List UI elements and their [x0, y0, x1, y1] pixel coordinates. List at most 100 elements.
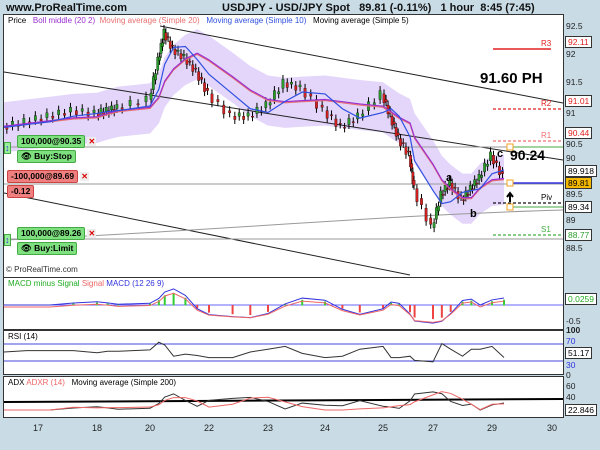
macd-bar: [172, 292, 175, 306]
order-buy-stop-action[interactable]: 👁 Buy:Stop: [17, 150, 76, 163]
candle: [222, 104, 226, 115]
candle: [437, 205, 440, 212]
last-price: 89.81 (-0.11%): [359, 2, 432, 14]
adxr-line: [4, 391, 505, 411]
candle: [80, 108, 84, 112]
candle: [477, 174, 481, 181]
candle: [492, 155, 495, 165]
order-label: -100,000@89.69: [11, 171, 75, 181]
trend-line: [3, 71, 564, 161]
x-tick: 20: [145, 423, 156, 433]
x-tick: 18: [92, 423, 103, 433]
candle: [173, 49, 177, 55]
price-tick: 90.5: [566, 139, 583, 149]
order-buy-limit[interactable]: 100,000@89.26 ✕: [17, 227, 97, 240]
candle: [392, 121, 396, 125]
candle: [115, 104, 119, 109]
x-tick: 30: [547, 423, 558, 433]
drag-handle-icon[interactable]: ↕: [4, 234, 11, 246]
candle: [309, 93, 313, 97]
candle: [501, 171, 504, 174]
order-position[interactable]: -100,000@89.69 ✕: [7, 170, 90, 183]
watermark: © ProRealTime.com: [6, 265, 78, 274]
macd-bar: [358, 305, 361, 313]
legend-boll: Boll middle (20 2): [32, 16, 96, 25]
price-tick: 89: [566, 215, 576, 225]
candle: [420, 198, 423, 205]
legend-adxr: ADXR (14): [26, 378, 65, 387]
close-icon[interactable]: ✕: [87, 229, 97, 238]
legend-hist: MACD minus Signal: [8, 279, 80, 288]
macd-value: 0.0259: [565, 293, 597, 305]
candle: [164, 32, 168, 41]
drag-handle-icon[interactable]: ↕: [4, 142, 11, 154]
candle: [320, 104, 324, 108]
r3-value: 92.11: [565, 36, 592, 48]
r3-label: R3: [541, 39, 552, 48]
candle: [203, 82, 206, 92]
macd-bar: [157, 300, 160, 306]
rsi-tick: 100: [566, 325, 581, 335]
candle: [407, 150, 411, 153]
adx-ma-line: [3, 398, 564, 403]
candle: [136, 103, 140, 106]
handle-icon: [506, 143, 514, 151]
candle: [285, 82, 289, 88]
trend-line: [3, 192, 411, 276]
macd-bar: [106, 303, 109, 306]
arrow-up-icon: [506, 191, 514, 202]
candle: [325, 110, 329, 119]
rsi-line: [3, 341, 505, 363]
macd-bar: [301, 299, 304, 306]
wave-a-label: a: [446, 172, 453, 184]
timeframe[interactable]: 1 hour: [440, 2, 475, 14]
candle: [412, 180, 416, 186]
order-buy-stop[interactable]: 100,000@90.35 ✕: [17, 135, 97, 148]
candle: [390, 116, 394, 126]
order-action: Buy:Limit: [34, 243, 74, 253]
candle: [473, 179, 477, 187]
price-panel[interactable]: Price Boll middle (20 2) Moving average …: [3, 14, 564, 278]
rsi-tick: 70: [566, 336, 576, 346]
candle: [110, 105, 113, 111]
candle: [471, 188, 474, 190]
candle: [168, 40, 172, 49]
candle: [158, 56, 161, 61]
candle: [69, 107, 72, 113]
candle: [156, 56, 160, 71]
candle: [179, 53, 183, 60]
candle: [382, 93, 386, 103]
candle: [399, 138, 402, 147]
wave-b-label: b: [470, 208, 477, 220]
candle: [443, 185, 447, 192]
candle: [22, 118, 26, 124]
adx-tick: 40: [566, 392, 576, 402]
r2-value: 91.01: [565, 95, 593, 107]
candle: [242, 116, 246, 120]
legend-ma10: Moving average (Simple 10): [206, 16, 307, 25]
candle: [104, 107, 108, 112]
rsi-legend: RSI (14): [8, 332, 38, 341]
macd-bar: [149, 303, 151, 306]
adx-legend: ADX ADXR (14) Moving average (Simple 200…: [8, 378, 177, 387]
candle: [210, 93, 214, 103]
order-buy-limit-action[interactable]: 👁 Buy:Limit: [17, 242, 78, 255]
pivot-value: 89.34: [565, 201, 593, 213]
candle: [401, 142, 405, 144]
candle: [483, 162, 486, 173]
close-icon[interactable]: ✕: [80, 172, 90, 181]
chart-title: USDJPY - USD/JPY Spot 89.81 (-0.11%) 1 h…: [222, 2, 535, 14]
candle: [486, 163, 489, 167]
macd-bar: [470, 300, 473, 306]
adx-panel[interactable]: ADX ADXR (14) Moving average (Simple 200…: [3, 376, 564, 418]
candle: [228, 110, 231, 114]
candle: [57, 109, 61, 115]
candle: [154, 73, 157, 81]
candle: [63, 113, 66, 116]
time: 8:45 (7:45): [480, 2, 535, 14]
candle: [378, 90, 382, 100]
candle: [281, 79, 285, 89]
close-icon[interactable]: ✕: [87, 137, 97, 146]
candle: [120, 107, 124, 110]
candle: [92, 109, 96, 113]
